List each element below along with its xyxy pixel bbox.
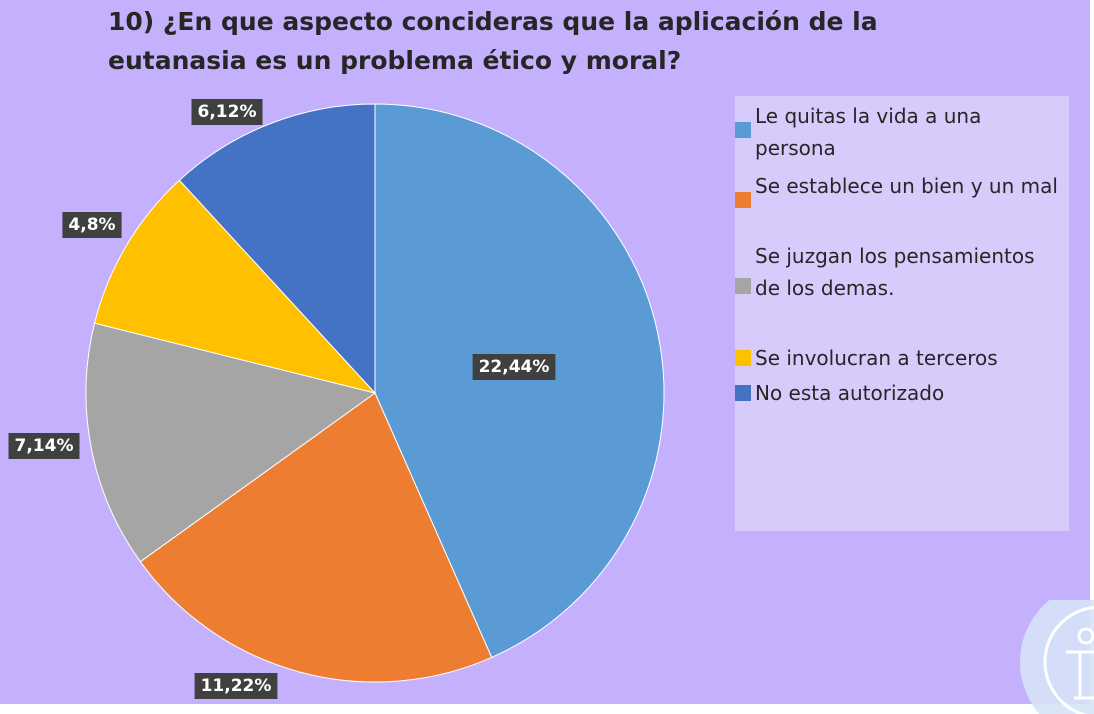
legend-swatch — [735, 350, 751, 366]
svg-text:4,8%: 4,8% — [68, 215, 115, 235]
data-label: 22,44% — [472, 354, 556, 380]
svg-text:22,44%: 22,44% — [479, 357, 550, 377]
data-label: 7,14% — [8, 433, 80, 459]
data-label: 4,8% — [62, 212, 122, 238]
legend: Le quitas la vida a una persona Se establ… — [735, 96, 1069, 531]
svg-text:7,14%: 7,14% — [15, 436, 74, 456]
pie-slice — [374, 103, 665, 659]
data-label: 6,12% — [191, 99, 263, 125]
legend-label: Le quitas la vida a una persona — [755, 104, 982, 160]
watermark-logo — [1020, 600, 1094, 714]
legend-label: Se establece un bien y un mal — [755, 174, 1058, 198]
pie-slice — [93, 179, 377, 394]
legend-swatch — [735, 192, 751, 208]
legend-swatch — [735, 278, 751, 294]
legend-label: Se involucran a terceros — [755, 346, 998, 370]
pie-slice — [85, 322, 377, 563]
legend-swatch — [735, 385, 751, 401]
pie-slice — [139, 392, 493, 683]
legend-label: No esta autorizado — [755, 381, 945, 405]
svg-text:6,12%: 6,12% — [198, 102, 257, 122]
chart-title: 10) ¿En que aspecto concideras que la ap… — [108, 7, 878, 75]
legend-swatch — [735, 122, 751, 138]
data-label: 11,22% — [194, 673, 278, 699]
pie-slice — [178, 103, 376, 395]
svg-text:11,22%: 11,22% — [201, 676, 272, 696]
legend-label: Se juzgan los pensamientos de los demas. — [755, 244, 1035, 300]
